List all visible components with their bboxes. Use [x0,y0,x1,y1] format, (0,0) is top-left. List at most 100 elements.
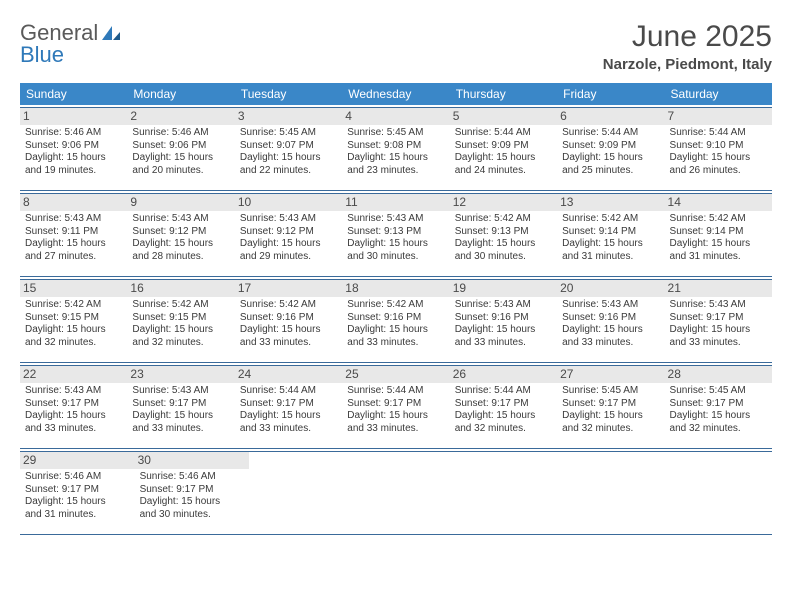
day-number: 15 [20,280,127,297]
week-row: 15Sunrise: 5:42 AMSunset: 9:15 PMDayligh… [20,279,772,363]
sunset-line: Sunset: 9:17 PM [670,398,767,411]
sunrise-line: Sunrise: 5:43 AM [455,299,552,312]
sunrise-line: Sunrise: 5:43 AM [347,213,444,226]
dow-sunday: Sunday [20,83,127,105]
sunrise-line: Sunrise: 5:43 AM [562,299,659,312]
day-cell: 4Sunrise: 5:45 AMSunset: 9:08 PMDaylight… [342,108,449,190]
daylight-line: Daylight: 15 hours [25,410,122,423]
day-number: 8 [20,194,127,211]
month-title: June 2025 [603,20,772,54]
day-cell: 2Sunrise: 5:46 AMSunset: 9:06 PMDaylight… [127,108,234,190]
day-cell: 24Sunrise: 5:44 AMSunset: 9:17 PMDayligh… [235,366,342,448]
sunrise-line: Sunrise: 5:44 AM [670,127,767,140]
day-cell: 23 Sunrise: 5:43 AMSunset: 9:17 PMDayligh… [127,366,234,448]
dow-monday: Monday [127,83,234,105]
day-cell: 22Sunrise: 5:43 AMSunset: 9:17 PMDayligh… [20,366,127,448]
day-cell: 6Sunrise: 5:44 AMSunset: 9:09 PMDaylight… [557,108,664,190]
sunset-line: Sunset: 9:17 PM [670,312,767,325]
daylight-line: Daylight: 15 hours [670,152,767,165]
daylight-line: Daylight: 15 hours [25,496,130,509]
sunset-line: Sunset: 9:11 PM [25,226,122,239]
daylight-line: and 27 minutes. [25,251,122,264]
sunrise-line: Sunrise: 5:42 AM [455,213,552,226]
sunset-line: Sunset: 9:07 PM [240,140,337,153]
sunset-line: Sunset: 9:16 PM [240,312,337,325]
day-number: 23 [127,366,234,383]
daylight-line: and 30 minutes. [347,251,444,264]
day-cell: 26Sunrise: 5:44 AMSunset: 9:17 PMDayligh… [450,366,557,448]
day-cell: 19Sunrise: 5:43 AMSunset: 9:16 PMDayligh… [450,280,557,362]
daylight-line: Daylight: 15 hours [670,410,767,423]
week-row: 1Sunrise: 5:46 AMSunset: 9:06 PMDaylight… [20,107,772,191]
daylight-line: Daylight: 15 hours [132,410,229,423]
daylight-line: and 29 minutes. [240,251,337,264]
sunrise-line: Sunrise: 5:45 AM [562,385,659,398]
sunrise-line: Sunrise: 5:43 AM [132,213,229,226]
day-number: 26 [450,366,557,383]
sunset-line: Sunset: 9:13 PM [455,226,552,239]
sunset-line: Sunset: 9:15 PM [25,312,122,325]
day-cell: 30Sunrise: 5:46 AMSunset: 9:17 PMDayligh… [135,452,250,534]
sunrise-line: Sunrise: 5:44 AM [455,385,552,398]
sunset-line: Sunset: 9:17 PM [240,398,337,411]
daylight-line: Daylight: 15 hours [132,324,229,337]
daylight-line: Daylight: 15 hours [347,152,444,165]
day-cell: 3Sunrise: 5:45 AMSunset: 9:07 PMDaylight… [235,108,342,190]
day-number: 14 [665,194,772,211]
sunset-line: Sunset: 9:17 PM [347,398,444,411]
day-number: 2 [127,108,234,125]
sunset-line: Sunset: 9:17 PM [132,398,229,411]
daylight-line: Daylight: 15 hours [670,238,767,251]
day-number: 10 [235,194,342,211]
day-cell: 5Sunrise: 5:44 AMSunset: 9:09 PMDaylight… [450,108,557,190]
sunrise-line: Sunrise: 5:42 AM [562,213,659,226]
sunrise-line: Sunrise: 5:42 AM [240,299,337,312]
sunset-line: Sunset: 9:12 PM [240,226,337,239]
daylight-line: and 32 minutes. [562,423,659,436]
sunset-line: Sunset: 9:14 PM [562,226,659,239]
daylight-line: and 32 minutes. [455,423,552,436]
daylight-line: Daylight: 15 hours [25,324,122,337]
sunset-line: Sunset: 9:10 PM [670,140,767,153]
day-number: 6 [557,108,664,125]
daylight-line: and 33 minutes. [455,337,552,350]
logo-text-blue: Blue [20,42,64,68]
daylight-line: and 32 minutes. [670,423,767,436]
day-number: 25 [342,366,449,383]
day-number: 30 [135,452,250,469]
sunrise-line: Sunrise: 5:42 AM [25,299,122,312]
daylight-line: and 23 minutes. [347,165,444,178]
header: General June 2025 Narzole, Piedmont, Ita… [20,20,772,73]
week-row: 8Sunrise: 5:43 AMSunset: 9:11 PMDaylight… [20,193,772,277]
location: Narzole, Piedmont, Italy [603,56,772,73]
daylight-line: and 33 minutes. [670,337,767,350]
daylight-line: and 32 minutes. [25,337,122,350]
sunset-line: Sunset: 9:16 PM [347,312,444,325]
weeks-container: 1Sunrise: 5:46 AMSunset: 9:06 PMDaylight… [20,107,772,535]
day-cell: 14Sunrise: 5:42 AMSunset: 9:14 PMDayligh… [665,194,772,276]
day-cell: 21Sunrise: 5:43 AMSunset: 9:17 PMDayligh… [665,280,772,362]
daylight-line: Daylight: 15 hours [562,152,659,165]
empty-cell [354,452,459,534]
day-number: 22 [20,366,127,383]
day-number: 3 [235,108,342,125]
sunrise-line: Sunrise: 5:43 AM [25,213,122,226]
daylight-line: Daylight: 15 hours [240,324,337,337]
day-cell: 25Sunrise: 5:44 AMSunset: 9:17 PMDayligh… [342,366,449,448]
daylight-line: and 28 minutes. [132,251,229,264]
daylight-line: Daylight: 15 hours [240,152,337,165]
daylight-line: Daylight: 15 hours [562,410,659,423]
daylight-line: and 31 minutes. [25,509,130,522]
sunrise-line: Sunrise: 5:43 AM [670,299,767,312]
sunset-line: Sunset: 9:09 PM [562,140,659,153]
day-number: 16 [127,280,234,297]
empty-cell [563,452,668,534]
title-block: June 2025 Narzole, Piedmont, Italy [603,20,772,73]
day-cell: 11Sunrise: 5:43 AMSunset: 9:13 PMDayligh… [342,194,449,276]
day-number: 20 [557,280,664,297]
daylight-line: Daylight: 15 hours [132,238,229,251]
daylight-line: and 22 minutes. [240,165,337,178]
day-number: 11 [342,194,449,211]
sunrise-line: Sunrise: 5:43 AM [132,385,229,398]
day-number: 24 [235,366,342,383]
